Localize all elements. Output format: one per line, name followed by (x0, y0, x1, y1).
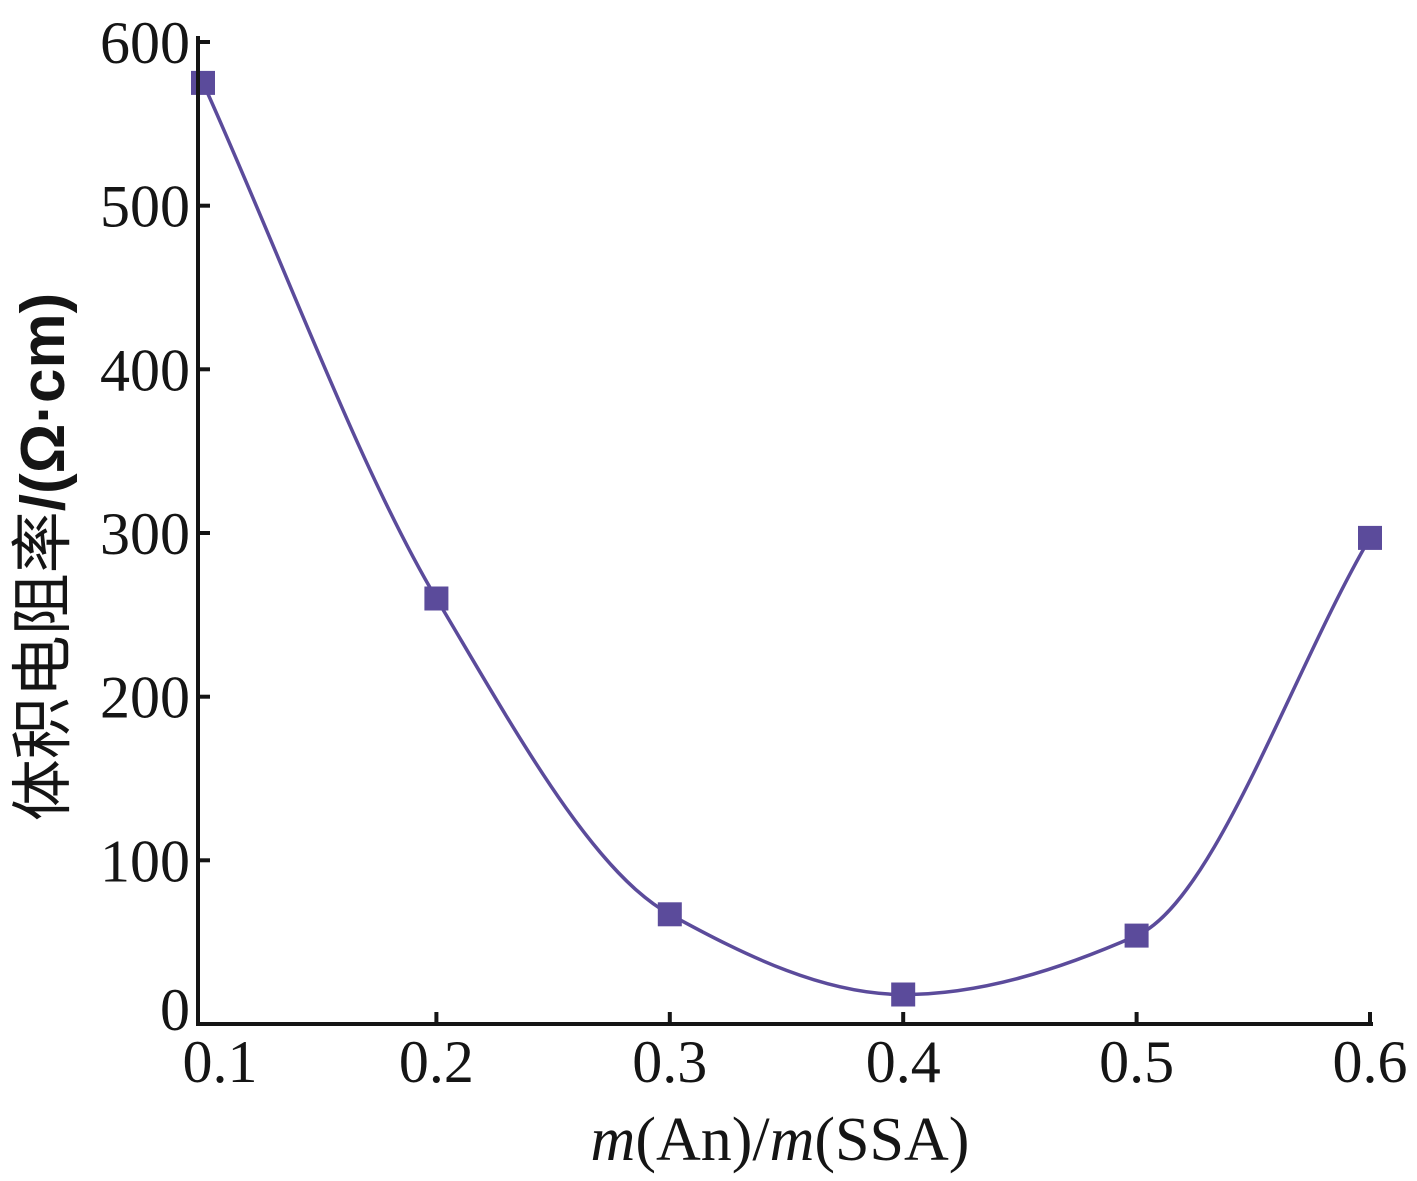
y-axis-tick-labels: 0 100 200 300 400 500 600 (100, 10, 190, 1043)
x-axis-title-text: (An)/ (635, 1106, 770, 1174)
y-tick-label: 100 (100, 828, 190, 894)
x-tick-label: 0.4 (866, 1029, 941, 1095)
x-tick-label: 0.2 (399, 1029, 474, 1095)
x-tick-label: 0.6 (1333, 1029, 1408, 1095)
y-axis-title-quantity: 体积电阻率 (10, 511, 78, 821)
x-tick-label: 0.1 (183, 1029, 258, 1095)
x-axis-title-text: (SSA) (814, 1106, 969, 1174)
plot-area (191, 70, 1382, 1007)
y-axis-title: 体积电阻率/(Ω·cm) (9, 293, 78, 822)
y-axis-ticks (198, 40, 210, 863)
y-tick-label: 400 (100, 337, 190, 403)
y-tick-label: 0 (160, 977, 190, 1043)
series-line (201, 82, 1372, 997)
data-point-marker (1124, 923, 1149, 948)
data-point-marker (657, 902, 682, 927)
y-tick-label: 200 (100, 665, 190, 731)
x-axis-title-symbol: m (591, 1106, 636, 1174)
data-point-marker (1358, 525, 1382, 550)
data-point-marker (424, 586, 449, 611)
y-axis-title-unit: /(Ω·cm) (9, 293, 78, 511)
data-point-marker (191, 70, 215, 95)
data-point-marker (891, 982, 916, 1007)
x-axis-ticks (434, 1012, 1372, 1024)
x-tick-label: 0.3 (632, 1029, 707, 1095)
x-axis-tick-labels: 0.1 0.2 0.3 0.4 0.5 0.6 (183, 1029, 1408, 1095)
x-axis-title-symbol: m (770, 1106, 815, 1174)
y-tick-label: 300 (100, 501, 190, 567)
y-tick-label: 600 (100, 10, 190, 76)
y-tick-label: 500 (100, 174, 190, 240)
x-axis-title: m(An)/m(SSA) (591, 1106, 970, 1174)
x-tick-label: 0.5 (1099, 1029, 1174, 1095)
